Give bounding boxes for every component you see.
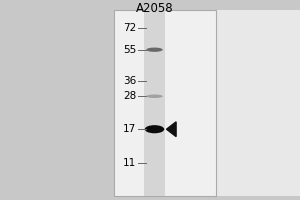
Bar: [216, 10, 300, 196]
Ellipse shape: [146, 48, 163, 52]
Bar: [144, 10, 165, 196]
Text: 28: 28: [123, 91, 136, 101]
Ellipse shape: [145, 125, 164, 133]
Text: A2058: A2058: [136, 2, 173, 15]
Text: 17: 17: [123, 124, 136, 134]
Text: 55: 55: [123, 45, 136, 55]
Text: 36: 36: [123, 76, 136, 86]
Ellipse shape: [146, 95, 163, 98]
Text: 11: 11: [123, 158, 136, 168]
Polygon shape: [167, 122, 176, 137]
Bar: [114, 10, 216, 196]
Text: 72: 72: [123, 23, 136, 33]
